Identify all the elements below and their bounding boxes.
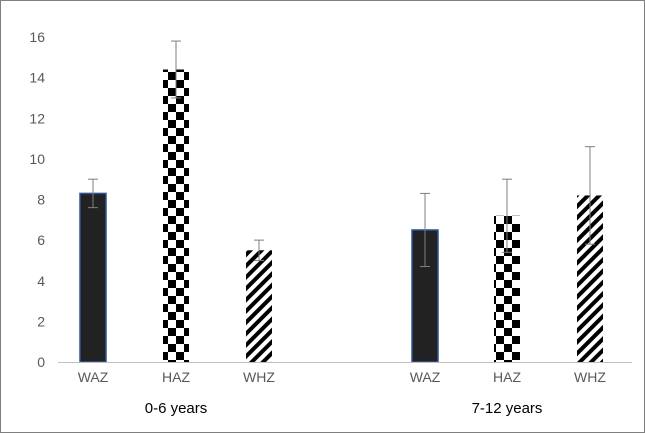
y-axis: 0 2 4 6 8 10 12 14 16 <box>29 29 45 370</box>
x-tick-label: HAZ <box>162 369 190 385</box>
y-tick-label: 14 <box>29 70 45 86</box>
bar-waz-group-1 <box>79 192 107 363</box>
y-tick-label: 16 <box>29 29 45 45</box>
x-tick-label: WHZ <box>243 369 275 385</box>
y-tick-label: 4 <box>37 273 45 289</box>
x-axis: WAZ HAZ WHZ 0-6 years WAZ HAZ WHZ 7-12 years <box>58 362 632 417</box>
bar-haz-group-1 <box>163 69 189 362</box>
x-tick-label: HAZ <box>493 369 521 385</box>
group-label: 7-12 years <box>472 400 543 417</box>
y-tick-label: 6 <box>37 232 45 248</box>
y-tick-label: 0 <box>37 354 45 370</box>
bars-layer <box>79 40 603 363</box>
y-tick-label: 2 <box>37 313 45 329</box>
x-tick-label: WAZ <box>410 369 441 385</box>
y-tick-label: 12 <box>29 110 45 126</box>
y-tick-label: 8 <box>37 192 45 208</box>
x-tick-label: WHZ <box>574 369 606 385</box>
bar-whz-group-1 <box>246 250 272 362</box>
y-tick-label: 10 <box>29 151 45 167</box>
x-tick-label: WAZ <box>78 369 109 385</box>
group-label: 0-6 years <box>145 400 208 417</box>
